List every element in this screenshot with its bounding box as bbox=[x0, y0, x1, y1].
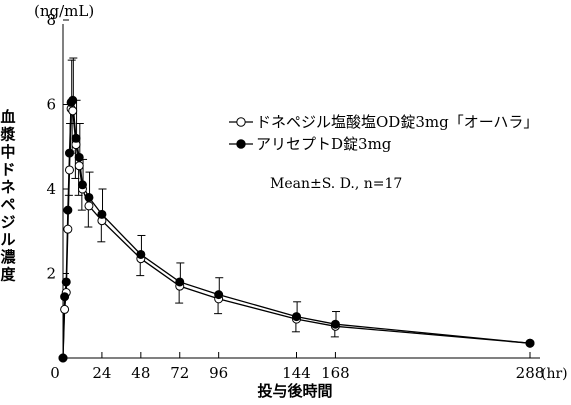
filled-marker bbox=[330, 319, 340, 329]
error-bar-layer bbox=[64, 57, 341, 338]
open-marker bbox=[74, 161, 84, 171]
filled-marker bbox=[61, 277, 71, 287]
filled-marker bbox=[525, 338, 535, 348]
x-axis-unit: (hr) bbox=[541, 366, 568, 382]
y-tick-label: 4 bbox=[46, 180, 56, 198]
legend-filled-marker bbox=[236, 139, 246, 149]
y-tick-label: 2 bbox=[46, 265, 56, 283]
filled-marker bbox=[71, 133, 81, 143]
x-axis-label: 投与後時間 bbox=[257, 382, 332, 400]
x-tick-label: 0 bbox=[50, 364, 60, 382]
open-marker bbox=[84, 201, 94, 211]
marker-layer bbox=[58, 95, 535, 363]
y-axis-label-char: 度 bbox=[0, 266, 16, 284]
x-tick-label: 96 bbox=[209, 364, 228, 382]
filled-marker bbox=[214, 290, 224, 300]
y-axis-label-char: ジ bbox=[0, 213, 15, 231]
filled-marker bbox=[175, 277, 185, 287]
filled-marker bbox=[60, 292, 70, 302]
y-axis-label-char: ペ bbox=[0, 196, 15, 214]
x-tick-label: 48 bbox=[131, 364, 150, 382]
filled-marker bbox=[63, 205, 73, 215]
y-tick-label: 6 bbox=[46, 96, 56, 114]
open-marker bbox=[63, 224, 73, 234]
y-tick-label: 8 bbox=[46, 11, 56, 29]
x-tick-label: 168 bbox=[321, 364, 350, 382]
filled-marker bbox=[58, 353, 68, 363]
x-tick-label: 288 bbox=[516, 364, 545, 382]
x-tick-label: 72 bbox=[170, 364, 189, 382]
y-axis-label-char: 中 bbox=[0, 143, 15, 161]
legend-open-marker bbox=[236, 117, 246, 127]
y-axis-label-char: ル bbox=[0, 231, 15, 249]
y-axis-label-char: 濃 bbox=[0, 248, 16, 266]
filled-marker bbox=[74, 152, 84, 162]
x-tick-label: 24 bbox=[92, 364, 111, 382]
filled-marker bbox=[64, 148, 74, 158]
open-marker bbox=[68, 106, 78, 116]
y-axis-label-char: ネ bbox=[0, 178, 15, 196]
stats-annotation: Mean±S. D., n=17 bbox=[270, 176, 402, 192]
filled-marker bbox=[68, 95, 78, 105]
filled-marker bbox=[97, 209, 107, 219]
series-line-2 bbox=[62, 98, 531, 359]
filled-marker bbox=[292, 312, 301, 322]
filled-marker bbox=[84, 192, 94, 202]
x-tick-label: 144 bbox=[282, 364, 311, 382]
filled-marker bbox=[77, 180, 87, 190]
legend-label: ドネペジル塩酸塩OD錠3mg「オーハラ」 bbox=[256, 113, 538, 131]
filled-marker bbox=[136, 249, 146, 259]
y-axis-label-char: 漿 bbox=[0, 126, 16, 144]
open-marker bbox=[60, 304, 70, 314]
y-axis-unit: (ng/mL) bbox=[34, 2, 94, 20]
legend: ドネペジル塩酸塩OD錠3mg「オーハラ」アリセプトD錠3mg bbox=[229, 113, 538, 153]
axes bbox=[62, 24, 540, 359]
open-marker bbox=[64, 165, 74, 175]
y-axis-label-char: ド bbox=[0, 161, 15, 179]
series-line-layer bbox=[62, 98, 531, 359]
y-axis-label-char: 血 bbox=[0, 108, 15, 126]
legend-label: アリセプトD錠3mg bbox=[256, 135, 392, 153]
